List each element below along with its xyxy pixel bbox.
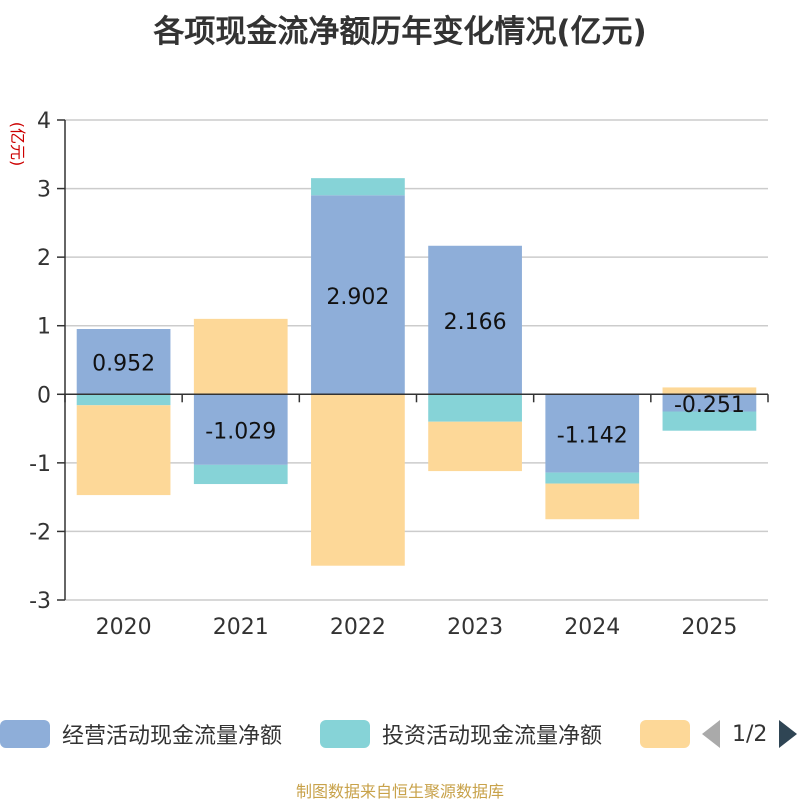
- data-label-2025: -0.251: [674, 393, 745, 418]
- data-label-2022: 2.902: [326, 285, 389, 310]
- bar-series-1-2020[interactable]: [76, 394, 171, 406]
- bar-series-2-2023[interactable]: [428, 421, 522, 472]
- y-tick-label: -1: [29, 452, 51, 477]
- y-tick-label: -2: [29, 520, 51, 545]
- bar-series-1-2023[interactable]: [428, 394, 522, 422]
- legend-label-investing: 投资活动现金流量净额: [382, 724, 603, 749]
- axis-layer: -3 -2 -1 0 1 2 3 4 2020 2021 2022 2023 2024 2025: [29, 109, 769, 640]
- legend-swatch-financing: [640, 720, 690, 748]
- x-tick-label-2022: 2022: [330, 615, 386, 640]
- bar-series-1-2022[interactable]: [311, 178, 405, 196]
- x-tick-label-2023: 2023: [447, 615, 503, 640]
- chart-area: -3 -2 -1 0 1 2 3 4 2020 2021 2022 2023 2024 2025 0.95…: [8, 109, 769, 640]
- bar-series-2-2025[interactable]: [662, 387, 757, 395]
- bar-series-2-2021[interactable]: [193, 318, 288, 395]
- y-tick-label: 2: [37, 246, 51, 271]
- x-tick-label-2021: 2021: [213, 615, 269, 640]
- y-tick-label: 4: [37, 109, 51, 134]
- legend-label-operating: 经营活动现金流量净额: [62, 724, 283, 749]
- y-tick-label: 1: [37, 315, 51, 340]
- bar-series-0-2025[interactable]: [662, 394, 757, 412]
- bar-series-0-2024[interactable]: [545, 394, 640, 473]
- pager-prev-icon[interactable]: [702, 720, 720, 748]
- x-tick-label-2020: 2020: [96, 615, 152, 640]
- legend-swatch-investing: [320, 720, 370, 748]
- bar-series-0-2020[interactable]: [76, 329, 171, 395]
- legend-item-financing[interactable]: [640, 716, 702, 752]
- data-label-2021: -1.029: [205, 420, 276, 445]
- y-axis-label: (亿元): [8, 122, 27, 167]
- x-tick-label-2025: 2025: [681, 615, 737, 640]
- y-tick-label: 0: [37, 383, 51, 408]
- y-tick-label: 3: [37, 178, 51, 203]
- bars-layer: [76, 178, 757, 566]
- x-tick-label-2024: 2024: [564, 615, 620, 640]
- source-note: 制图数据来自恒生聚源数据库: [295, 782, 504, 801]
- bar-series-0-2022[interactable]: [311, 195, 405, 395]
- labels-layer: 0.952 -1.029 2.902 2.166 -1.142 -0.251: [92, 285, 745, 449]
- data-label-2023: 2.166: [444, 310, 507, 335]
- bar-series-1-2025[interactable]: [662, 411, 757, 431]
- legend-item-operating[interactable]: 经营活动现金流量净额: [0, 716, 282, 752]
- data-label-2024: -1.142: [557, 423, 628, 448]
- bar-series-2-2024[interactable]: [545, 483, 640, 520]
- data-label-2020: 0.952: [92, 352, 155, 377]
- legend-pager: 1/2: [702, 716, 798, 752]
- bar-series-2-2020[interactable]: [76, 405, 171, 496]
- bar-series-0-2023[interactable]: [428, 245, 522, 395]
- pager-next-icon[interactable]: [779, 720, 798, 748]
- bar-series-2-2022[interactable]: [311, 394, 405, 566]
- bar-series-0-2021[interactable]: [193, 394, 288, 465]
- legend: 经营活动现金流量净额 投资活动现金流量净额 1/2: [0, 716, 800, 752]
- bar-series-1-2021[interactable]: [193, 464, 288, 485]
- y-tick-label: -3: [29, 589, 51, 614]
- legend-item-investing[interactable]: 投资活动现金流量净额: [320, 716, 602, 752]
- chart-title: 各项现金流净额历年变化情况(亿元): [153, 14, 647, 50]
- legend-swatch-operating: [0, 720, 50, 748]
- bar-series-1-2024[interactable]: [545, 472, 640, 484]
- pager-text: 1/2: [732, 721, 768, 747]
